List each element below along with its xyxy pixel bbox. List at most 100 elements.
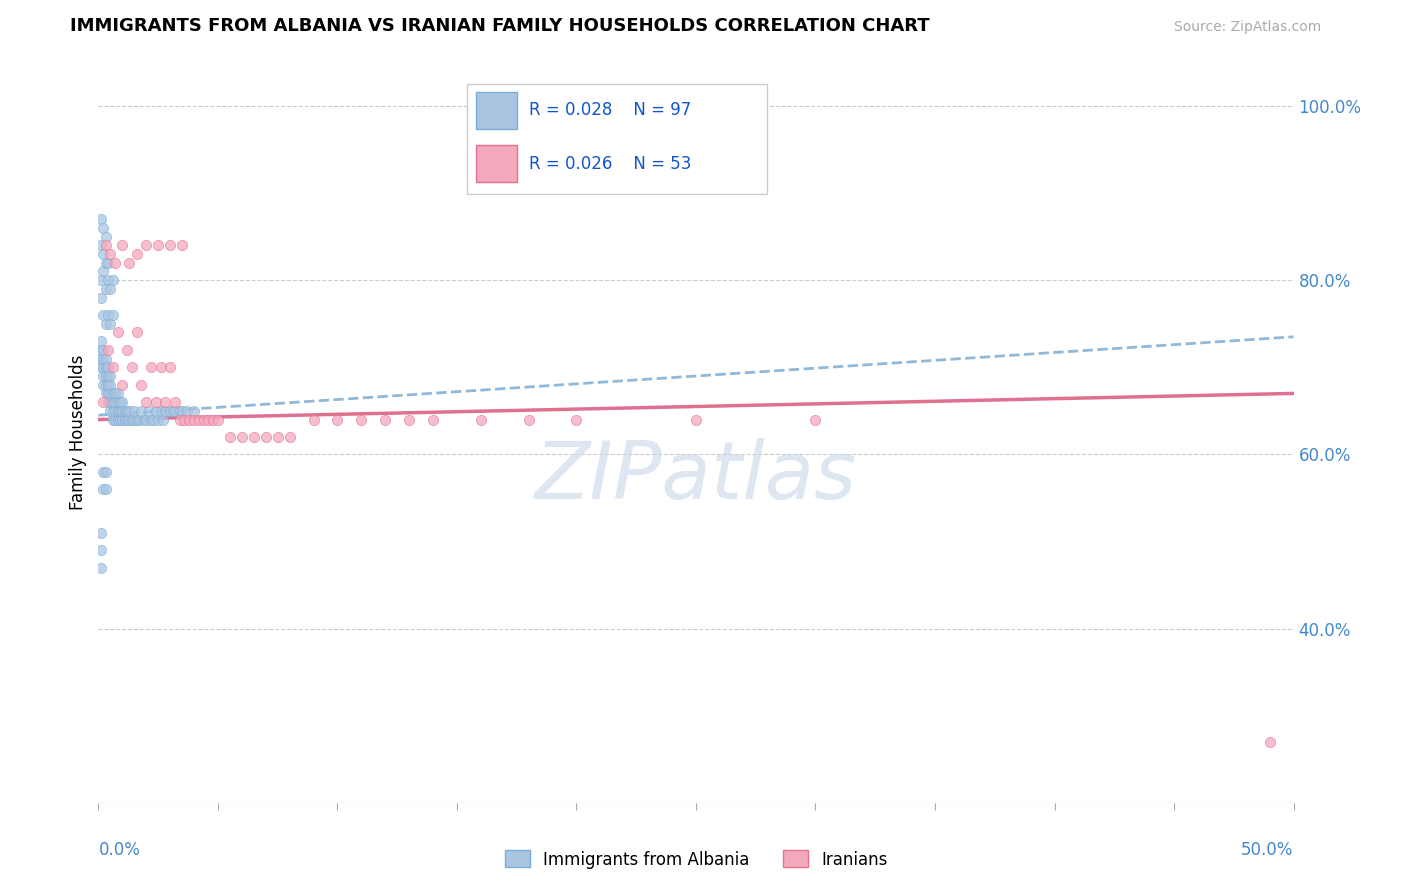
Point [179, 412, 201, 426]
Text: R = 0.028    N = 97: R = 0.028 N = 97 [529, 102, 692, 120]
Point [163, 395, 186, 409]
Text: 50.0%: 50.0% [1241, 840, 1294, 859]
Point [94, 482, 117, 496]
Point [202, 412, 225, 426]
Point [162, 404, 184, 418]
Point [91, 264, 114, 278]
Point [90, 525, 112, 540]
Point [169, 404, 191, 418]
Point [104, 404, 127, 418]
Point [90, 351, 112, 366]
Point [125, 247, 148, 261]
Point [422, 412, 444, 426]
Point [107, 404, 129, 418]
Point [94, 238, 117, 252]
Point [193, 412, 215, 426]
Point [148, 238, 170, 252]
Point [94, 317, 117, 331]
Point [118, 412, 141, 426]
Point [108, 412, 131, 426]
Point [104, 256, 127, 270]
Point [91, 247, 114, 261]
Point [101, 386, 124, 401]
Point [101, 395, 124, 409]
Y-axis label: Family Households: Family Households [69, 355, 87, 510]
Text: ZIPatlas: ZIPatlas [534, 438, 858, 516]
Point [91, 395, 114, 409]
Point [118, 256, 141, 270]
Point [97, 273, 120, 287]
Point [470, 412, 492, 426]
Point [685, 412, 707, 426]
Point [326, 412, 349, 426]
Point [101, 412, 124, 426]
Point [94, 465, 117, 479]
Text: R = 0.026    N = 53: R = 0.026 N = 53 [529, 155, 692, 173]
Point [128, 412, 150, 426]
Point [159, 360, 181, 375]
Point [172, 238, 194, 252]
Point [138, 404, 160, 418]
Point [176, 404, 198, 418]
Point [90, 273, 112, 287]
Point [131, 377, 153, 392]
Point [139, 360, 162, 375]
Point [125, 326, 148, 340]
Point [97, 343, 120, 357]
Point [125, 412, 148, 426]
Point [152, 412, 174, 426]
Point [124, 412, 146, 426]
Point [111, 395, 134, 409]
Point [98, 369, 122, 384]
Legend: Immigrants from Albania, Iranians: Immigrants from Albania, Iranians [505, 850, 887, 869]
Point [183, 412, 205, 426]
Text: IMMIGRANTS FROM ALBANIA VS IRANIAN FAMILY HOUSEHOLDS CORRELATION CHART: IMMIGRANTS FROM ALBANIA VS IRANIAN FAMIL… [70, 17, 929, 35]
Point [97, 395, 120, 409]
Point [350, 412, 373, 426]
Point [565, 412, 588, 426]
Point [90, 238, 112, 252]
Point [155, 395, 177, 409]
Point [91, 369, 114, 384]
Point [90, 560, 112, 574]
Point [97, 360, 120, 375]
Point [302, 412, 325, 426]
Point [91, 360, 114, 375]
Point [148, 412, 170, 426]
Point [149, 404, 172, 418]
Point [91, 221, 114, 235]
Point [91, 351, 114, 366]
Point [172, 404, 194, 418]
Point [159, 238, 181, 252]
Point [219, 430, 242, 444]
Point [107, 395, 129, 409]
Point [124, 404, 146, 418]
Point [108, 404, 131, 418]
Point [107, 386, 129, 401]
Point [114, 404, 136, 418]
Point [94, 229, 117, 244]
Point [98, 317, 122, 331]
Point [159, 404, 181, 418]
Point [97, 386, 120, 401]
FancyBboxPatch shape [467, 84, 768, 194]
Point [231, 430, 253, 444]
Point [139, 412, 162, 426]
Point [104, 386, 127, 401]
Point [98, 386, 122, 401]
Point [97, 377, 120, 392]
Point [135, 412, 157, 426]
Point [163, 404, 186, 418]
Point [104, 395, 127, 409]
Point [115, 343, 138, 357]
Point [278, 430, 301, 444]
Point [145, 395, 167, 409]
Point [804, 412, 827, 426]
Point [135, 395, 157, 409]
Point [142, 412, 165, 426]
Point [94, 360, 117, 375]
Point [104, 412, 127, 426]
Point [121, 360, 143, 375]
Point [187, 412, 209, 426]
Point [90, 212, 112, 227]
